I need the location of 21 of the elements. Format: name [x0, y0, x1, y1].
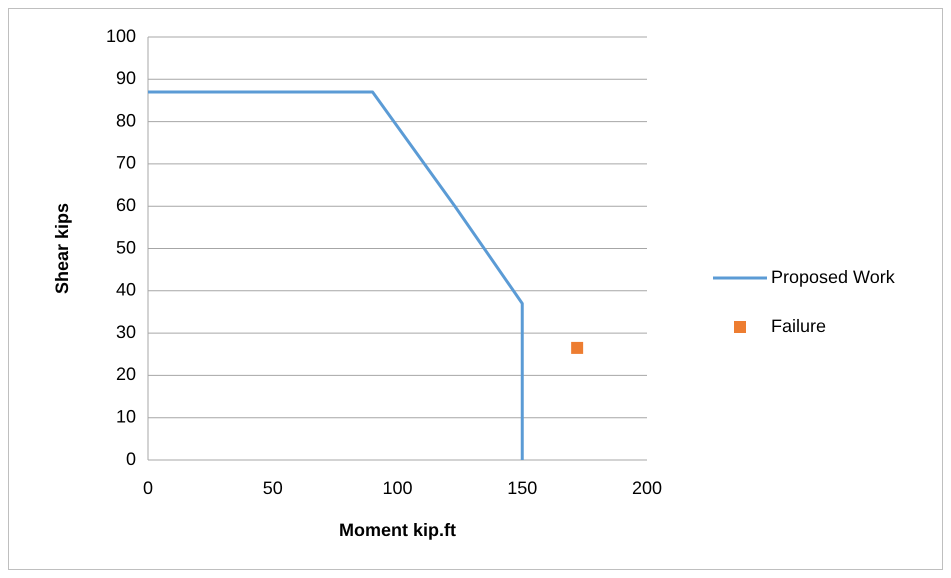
legend-label: Proposed Work: [771, 266, 896, 287]
x-tick-label: 150: [507, 478, 538, 498]
y-axis-title: Shear kips: [52, 202, 72, 294]
y-tick-label: 10: [116, 406, 136, 426]
x-tick-label: 100: [382, 478, 413, 498]
y-tick-label: 20: [116, 364, 136, 384]
line-series: [146, 90, 524, 462]
x-tick-label: 50: [262, 478, 283, 498]
y-tick-label: 70: [116, 152, 136, 173]
x-tick-label: 0: [142, 478, 154, 498]
y-tick-label: 0: [126, 448, 136, 469]
y-tick-label: 100: [106, 26, 136, 46]
x-axis-title: Moment kip.ft: [339, 520, 456, 540]
x-tick-label: 200: [632, 478, 662, 498]
y-tick-label: 80: [116, 110, 136, 130]
y-tick-label: 30: [116, 322, 136, 342]
y-tick-label: 40: [116, 280, 136, 300]
legend-label: Failure: [771, 316, 826, 336]
y-tick-label: 90: [116, 68, 136, 88]
y-tick-label: 60: [116, 194, 136, 215]
y-tick-label: 50: [116, 237, 136, 258]
